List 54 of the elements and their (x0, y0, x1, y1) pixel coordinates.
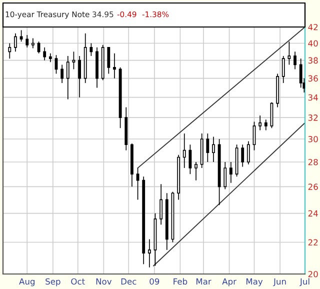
candlestick (194, 162, 198, 181)
x-tick-label: Aug (19, 278, 35, 286)
candlestick (148, 238, 151, 268)
candlestick (188, 144, 192, 175)
x-tick-label: Jun (273, 278, 286, 286)
candlestick (182, 133, 186, 168)
candlestick (43, 47, 46, 61)
candlestick (212, 136, 215, 162)
candlestick (8, 42, 12, 59)
candlestick (66, 56, 70, 100)
candlestick (14, 32, 17, 52)
x-tick-label: May (246, 278, 263, 286)
y-tick-label: 20 (308, 270, 318, 278)
candlestick (246, 140, 250, 165)
y-tick-label: 22 (308, 239, 318, 246)
y-tick-label: 28 (308, 158, 318, 166)
candlestick (288, 41, 291, 66)
y-tick-label: 24 (308, 210, 318, 216)
candlestick (282, 56, 285, 84)
y-tick-label: 32 (308, 114, 318, 121)
y-tick-label: 34 (308, 94, 318, 101)
x-tick-label: Feb (174, 278, 188, 285)
x-tick-label: Sep (46, 278, 60, 286)
candlestick (258, 115, 262, 131)
x-tick-label: Nov (96, 278, 112, 285)
x-tick-label: Jul (300, 278, 310, 286)
x-tick-label: Mar (196, 278, 212, 285)
y-tick-label: 42 (308, 24, 318, 30)
candlestick (241, 144, 244, 168)
x-tick-label: Oct (71, 278, 85, 285)
candlestick (206, 133, 210, 162)
candlestick (90, 42, 93, 56)
candlestick (299, 58, 302, 88)
candlestick (31, 38, 34, 49)
candlestick (224, 162, 227, 190)
candlestick (229, 162, 232, 184)
candlestick (60, 64, 64, 84)
candlestick (113, 52, 116, 79)
y-tick-label: 36 (308, 75, 318, 82)
candlestick (78, 56, 81, 98)
y-tick-label: 38 (308, 57, 318, 64)
candlestick (72, 51, 76, 70)
x-tick-label: Apr (222, 278, 236, 286)
candlestick (294, 51, 296, 70)
candlestick (160, 184, 163, 226)
candlestick (107, 47, 110, 74)
x-tick-label: Dec (121, 278, 136, 285)
y-tick-label: 40 (308, 40, 318, 47)
candlestick (20, 30, 23, 42)
y-tick-label: 30 (308, 136, 318, 142)
y-tick-label: 26 (308, 184, 318, 190)
candlestick (264, 119, 268, 131)
candlestick (26, 34, 29, 48)
x-tick-label: 09 (150, 278, 160, 285)
